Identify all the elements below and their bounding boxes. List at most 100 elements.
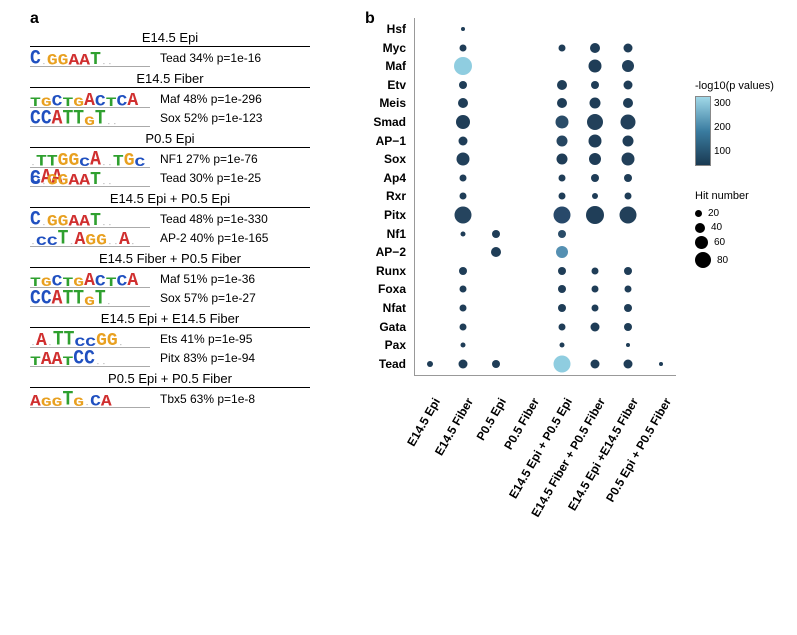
motif-group-header: E14.5 Epi + P0.5 Epi [30, 191, 310, 208]
motif-logo: TGCTGACTCA [30, 271, 150, 288]
size-label: 60 [714, 237, 725, 248]
bubble [623, 98, 633, 108]
bubble [591, 359, 600, 368]
bubble [591, 174, 599, 182]
bubble [625, 286, 632, 293]
panel-a-label: a [30, 10, 39, 28]
bubble [592, 267, 599, 274]
y-axis-label: Smad [360, 113, 406, 131]
bubble [460, 323, 467, 330]
motif-group-header: E14.5 Fiber + P0.5 Fiber [30, 251, 310, 268]
bubble [557, 135, 568, 146]
color-tick: 300 [714, 98, 731, 109]
motif-text: Maf 48% p=1e-296 [160, 92, 262, 106]
y-axis-label: Myc [360, 39, 406, 57]
motif-group: E14.5 FiberTGCTGACTCAMaf 48% p=1e-296CCA… [30, 71, 350, 127]
y-axis-label: Sox [360, 150, 406, 168]
bubble [559, 193, 566, 200]
bubble [459, 267, 467, 275]
bubble [461, 27, 465, 31]
motif-group: E14.5 Epi C·GGAAT··Tead 34% p=1e-16 [30, 30, 350, 67]
bubble [559, 174, 566, 181]
bubble [560, 343, 565, 348]
motif-logo: CCATTGT·· [30, 110, 150, 127]
y-axis-label: Hsf [360, 20, 406, 38]
bubble [556, 246, 568, 258]
motif-logo: TGCTGACTCA [30, 91, 150, 108]
motif-text: Maf 51% p=1e-36 [160, 272, 255, 286]
motif-group-header: E14.5 Epi [30, 30, 310, 47]
motif-logo: C·GGAAT·· [30, 50, 150, 67]
bubble [624, 43, 633, 52]
motif-text: AP-2 40% p=1e-165 [160, 231, 268, 245]
color-tick: 100 [714, 146, 731, 157]
y-axis-label: Nfat [360, 299, 406, 317]
y-axis-label: Nf1 [360, 225, 406, 243]
y-axis-label: Pax [360, 336, 406, 354]
bubble [559, 323, 566, 330]
bubble [620, 207, 637, 224]
bubble [621, 115, 636, 130]
y-axis-label: Meis [360, 94, 406, 112]
bubble [592, 286, 599, 293]
bubble [589, 60, 602, 73]
bubble [659, 362, 663, 366]
motif-logo: ·A·TTCCGG· [30, 331, 150, 348]
size-legend-title: Hit number [695, 190, 749, 202]
bubble [559, 44, 566, 51]
bubble [558, 304, 566, 312]
bubble [624, 267, 632, 275]
motif-logo: ·CCT·AGG··A· [30, 230, 150, 247]
motif-group-header: E14.5 Epi + E14.5 Fiber [30, 311, 310, 328]
bubble [624, 359, 633, 368]
motif-logo: TAATCC·· [30, 350, 150, 367]
motif-row: ·CCT·AGG··A· AP-2 40% p=1e-165 [30, 229, 350, 247]
bubble [623, 135, 634, 146]
bubble [557, 80, 567, 90]
bubble [591, 322, 600, 331]
bubble [624, 174, 632, 182]
motif-text: Tead 48% p=1e-330 [160, 212, 268, 226]
color-legend-title: -log10(p values) [695, 80, 774, 92]
motif-text: Pitx 83% p=1e-94 [160, 351, 255, 365]
bubble-plot: HsfMycMafEtvMeisSmadAP−1SoxAp4RxrPitxNf1… [410, 20, 710, 380]
y-axis-label: Ap4 [360, 169, 406, 187]
y-axis-label: Pitx [360, 206, 406, 224]
y-axis-label: Tead [360, 355, 406, 373]
size-label: 80 [717, 255, 728, 266]
bubble [454, 57, 472, 75]
bubble [590, 43, 600, 53]
bubble [624, 304, 632, 312]
bubble [461, 231, 466, 236]
bubble [622, 153, 635, 166]
motif-group: E14.5 Fiber + P0.5 Fiber TGCTGACTCA Maf 51… [30, 251, 350, 307]
motif-logo: C·GGAAT·· [30, 211, 150, 228]
bubble [625, 193, 632, 200]
motif-row: C·GGAAT··Tead 34% p=1e-16 [30, 49, 350, 67]
motif-group-header: P0.5 Epi [30, 131, 310, 148]
motif-logo: CCATTGT· [30, 290, 150, 307]
motif-row: TAATCC·· Pitx 83% p=1e-94 [30, 349, 350, 367]
size-circle [695, 223, 705, 233]
bubble [622, 60, 634, 72]
size-legend-row: 80 [695, 252, 749, 268]
motif-text: Tead 30% p=1e-25 [160, 171, 261, 185]
bubble [590, 98, 601, 109]
panel-b: HsfMycMafEtvMeisSmadAP−1SoxAp4RxrPitxNf1… [360, 20, 790, 620]
bubble [586, 206, 604, 224]
motif-row: C·GGAAT··Tead 30% p=1e-25 [30, 169, 350, 187]
size-circle [695, 210, 702, 217]
plot-frame [414, 18, 676, 376]
size-label: 20 [708, 208, 719, 219]
motif-group: E14.5 Epi + E14.5 Fiber ·A·TTCCGG·Ets 41%… [30, 311, 350, 367]
legend-size: Hit number 20406080 [695, 190, 749, 271]
bubble [460, 286, 467, 293]
motif-text: NF1 27% p=1e-76 [160, 152, 258, 166]
motif-row: ·A·TTCCGG·Ets 41% p=1e-95 [30, 330, 350, 348]
panel-a: E14.5 EpiC·GGAAT··Tead 34% p=1e-16E14.5 … [30, 30, 350, 412]
bubble [589, 134, 602, 147]
bubble [460, 174, 467, 181]
size-legend-row: 60 [695, 236, 749, 249]
color-tick: 200 [714, 122, 731, 133]
motif-text: Tbx5 63% p=1e-8 [160, 392, 255, 406]
